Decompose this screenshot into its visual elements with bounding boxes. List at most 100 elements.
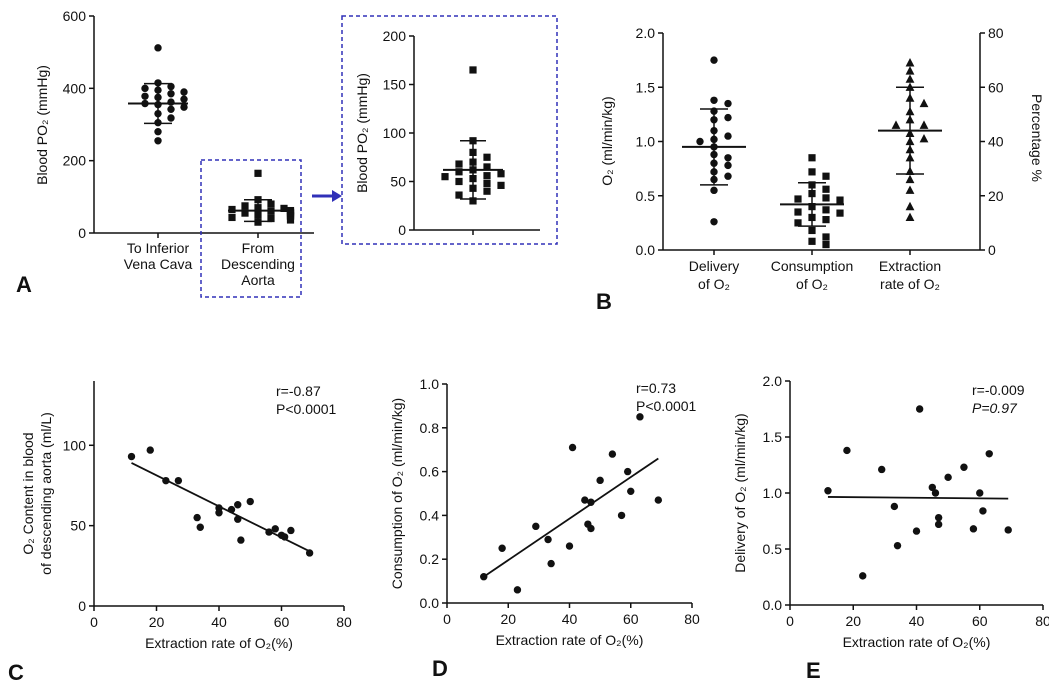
c-point	[271, 525, 279, 533]
e-point	[931, 489, 940, 497]
b-group-1-point	[836, 209, 844, 217]
e-x-axis-tick-label-0: 0	[786, 613, 794, 629]
a-group-0-point	[141, 92, 149, 100]
inset-point	[455, 177, 463, 186]
d-point	[547, 559, 555, 568]
c-point	[174, 476, 183, 485]
panel-label-e: E	[806, 658, 821, 683]
d-y-axis-tick-label-5: 1.0	[420, 376, 440, 392]
d-x-axis-tick-label-3: 60	[623, 611, 639, 627]
e-point	[843, 446, 851, 455]
a-x-label-1-1: Descending	[221, 256, 295, 272]
b-y-axis-right-tick-label-3: 60	[988, 79, 1004, 95]
e-point	[960, 463, 968, 471]
c-point	[227, 505, 236, 514]
panel-label-b: B	[596, 289, 612, 314]
a-group-1-point	[254, 169, 262, 177]
panel-a-inset: 0 50 100 150 200 Blood PO₂ (mmHg)	[341, 15, 558, 245]
e-point	[890, 502, 899, 511]
b-group-2-point	[891, 120, 901, 129]
c-x-label: Extraction rate of O₂(%)	[145, 635, 293, 651]
panel-e: 0.0 0.5 1.0 1.5 2.0 0 20 40 60 80 Extraction rate …	[732, 373, 1049, 650]
d-point	[565, 542, 574, 550]
d-x-axis-tick-label-4: 80	[684, 611, 700, 627]
a-group-1-point	[267, 200, 275, 208]
b-group-0-point	[724, 154, 732, 162]
inset-point	[441, 173, 449, 181]
e-x-label: Extraction rate of O₂(%)	[843, 634, 991, 650]
d-point	[544, 535, 552, 544]
c-point	[196, 523, 204, 531]
inset-point	[497, 170, 505, 178]
d-y-axis-tick-label-3: 0.6	[420, 464, 440, 480]
inset-y-axis-tick-label-2: 100	[383, 125, 407, 141]
inset-point	[483, 172, 491, 180]
e-point	[912, 527, 921, 535]
d-point	[627, 487, 635, 496]
d-y-label: Consumption of O₂ (ml/min/kg)	[389, 398, 405, 589]
c-stat-r: r=-0.87	[276, 383, 321, 399]
inset-point	[469, 197, 477, 205]
b-group-2-point	[919, 120, 929, 129]
panel-d: 0.0 0.2 0.4 0.6 0.8 1.0 0 20 40 60 80 Extraction ra…	[389, 376, 700, 648]
e-point	[944, 473, 952, 482]
b-y-label-right: Percentage %	[1029, 94, 1045, 182]
d-y-axis-tick-label-0: 0.0	[420, 595, 440, 611]
panel-label-c: C	[8, 660, 24, 685]
a-x-label-1-0: From	[242, 240, 275, 256]
a-group-1-point	[286, 212, 295, 220]
e-x-axis-tick-label-1: 20	[845, 613, 861, 629]
b-y-axis-left-tick-label-3: 1.5	[636, 79, 656, 95]
b-y-axis-right-tick-label-4: 80	[988, 25, 1004, 41]
b-group-1-point	[822, 216, 830, 224]
d-point	[596, 476, 604, 485]
c-y-axis-tick-label-2: 100	[63, 437, 87, 453]
b-group-0-point	[724, 99, 732, 108]
a-x-label-0-1: Vena Cava	[124, 256, 193, 272]
a-group-0-point	[141, 84, 149, 93]
e-point	[1004, 526, 1012, 534]
b-group-2-point	[905, 185, 915, 194]
inset-y-axis-tick-label-1: 50	[390, 174, 406, 190]
d-point	[608, 450, 617, 458]
c-x-axis-tick-label-0: 0	[90, 614, 98, 630]
c-y-axis-tick-label-0: 0	[78, 598, 86, 614]
b-group-1-point	[822, 194, 830, 202]
a-group-0-point	[154, 44, 162, 52]
d-stat-p: P<0.0001	[636, 398, 697, 414]
a-group-1-point	[241, 209, 249, 217]
d-y-axis-tick-label-1: 0.2	[420, 551, 440, 567]
b-group-1-point	[808, 154, 816, 162]
b-group-2-point	[905, 58, 915, 67]
a-group-0-point	[167, 105, 175, 114]
e-point	[878, 465, 886, 474]
a-group-0-point	[167, 90, 175, 98]
b-y-axis-right-tick-label-0: 0	[988, 242, 996, 258]
e-y-label: Delivery of O₂ (ml/min/kg)	[732, 413, 748, 572]
c-point	[265, 528, 273, 536]
b-group-0-point	[710, 56, 718, 64]
inset-y-label: Blood PO₂ (mmHg)	[354, 73, 370, 193]
b-group-0-point	[696, 137, 704, 146]
d-point	[513, 586, 522, 594]
b-y-label-left: O₂ (ml/min/kg)	[599, 96, 615, 185]
e-y-axis-tick-label-2: 1.0	[763, 485, 783, 501]
e-point	[928, 483, 937, 492]
a-group-0-point	[167, 82, 175, 91]
b-x-label-0-0: Delivery	[689, 258, 740, 274]
c-y-axis-tick-label-1: 50	[70, 518, 86, 534]
c-point	[237, 536, 245, 544]
inset-frame	[341, 15, 558, 245]
c-point	[305, 549, 314, 557]
d-point	[623, 467, 632, 476]
b-group-1-point	[822, 185, 830, 193]
inset-y-axis-tick-label-3: 150	[383, 77, 407, 93]
d-point	[498, 544, 506, 552]
c-point	[280, 533, 289, 541]
c-x-axis-tick-label-2: 40	[211, 614, 227, 630]
b-group-0-point	[710, 186, 718, 195]
a-group-0-point	[167, 98, 175, 106]
a-group-0-point	[167, 114, 175, 122]
a-group-1-point	[267, 214, 275, 223]
